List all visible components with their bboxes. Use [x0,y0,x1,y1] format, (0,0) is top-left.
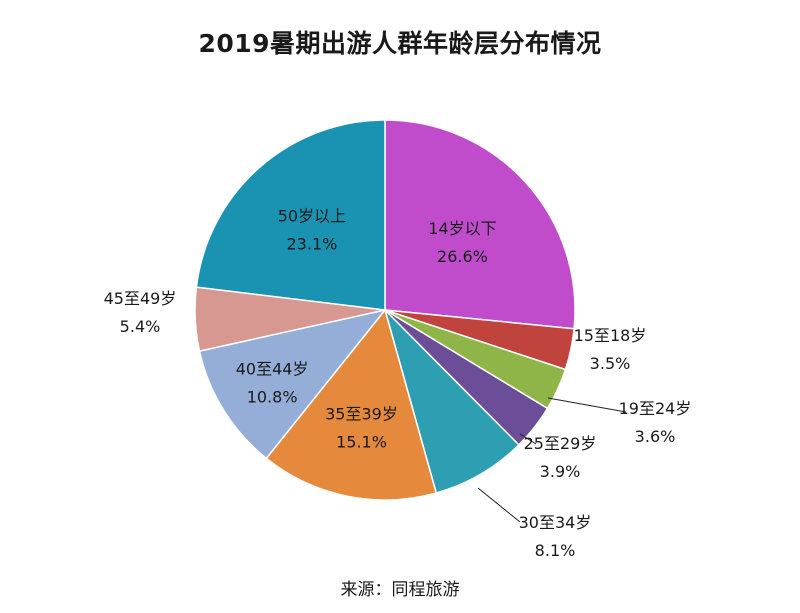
leader-line-30-34 [477,487,521,523]
slice-label-under-14: 14岁以下 [428,219,496,238]
slice-value-35-39: 15.1% [336,432,387,451]
slice-label-30-34: 30至34岁 [519,513,592,532]
pie-slice-35-39 [265,308,438,501]
pie-slice-30-34 [383,307,520,494]
pie-slice-under-14 [384,119,576,330]
slice-label-15-18: 15至18岁 [574,326,647,345]
source-note: 来源：同程旅游 [340,580,460,600]
slice-label-50-plus: 50岁以上 [278,207,346,226]
pie-slice-40-44 [198,308,387,460]
chart-title: 2019暑期出游人群年龄层分布情况 [198,29,602,58]
slice-label-25-29: 25至29岁 [524,434,597,453]
slice-value-30-34: 8.1% [535,541,576,560]
slice-label-35-39: 35至39岁 [325,404,398,423]
slice-label-45-49: 45至49岁 [104,289,177,308]
leader-line-25-29 [519,433,537,445]
slice-value-45-49: 5.4% [120,317,161,336]
slice-value-40-44: 10.8% [247,387,298,406]
pie-slice-50-plus [195,119,386,311]
slice-value-25-29: 3.9% [540,462,581,481]
slice-value-under-14: 26.6% [437,247,488,266]
leader-line-19-24 [547,397,627,413]
slice-value-15-18: 3.5% [590,354,631,373]
slice-label-40-44: 40至44岁 [236,359,309,378]
slice-value-19-24: 3.6% [635,427,676,446]
slice-value-50-plus: 23.1% [287,235,338,254]
slice-label-19-24: 19至24岁 [619,399,692,418]
